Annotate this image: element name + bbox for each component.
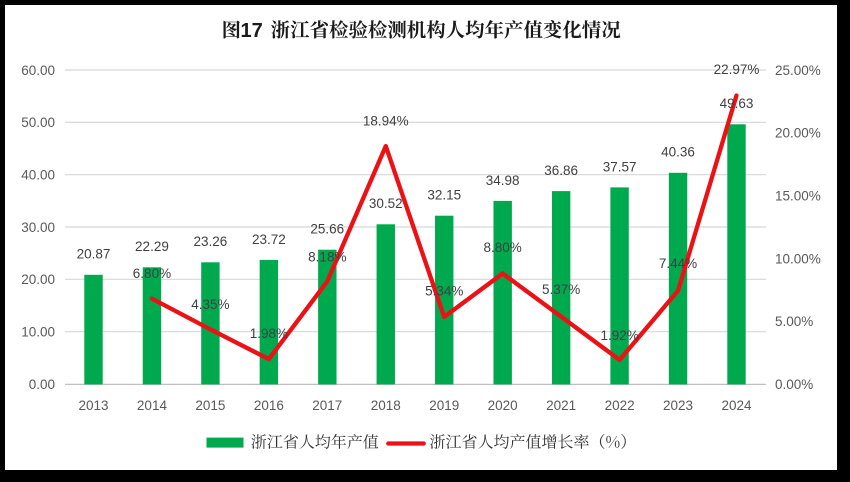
- svg-text:49.63: 49.63: [720, 96, 754, 111]
- svg-text:8.80%: 8.80%: [484, 240, 522, 255]
- svg-text:2024: 2024: [721, 398, 752, 413]
- svg-text:25.66: 25.66: [310, 222, 344, 237]
- svg-text:2020: 2020: [488, 398, 518, 413]
- svg-text:2014: 2014: [137, 398, 168, 413]
- svg-text:2015: 2015: [195, 398, 225, 413]
- svg-text:15.00%: 15.00%: [775, 189, 821, 204]
- svg-text:34.98: 34.98: [486, 173, 520, 188]
- svg-text:40.36: 40.36: [661, 145, 695, 160]
- svg-text:0.00%: 0.00%: [775, 377, 813, 392]
- svg-text:0.00: 0.00: [29, 377, 55, 392]
- svg-text:22.97%: 22.97%: [714, 62, 760, 77]
- svg-text:2023: 2023: [663, 398, 693, 413]
- svg-text:32.15: 32.15: [427, 188, 461, 203]
- svg-text:5.34%: 5.34%: [425, 284, 463, 299]
- svg-text:10.00: 10.00: [21, 325, 55, 340]
- svg-text:23.72: 23.72: [252, 232, 286, 247]
- svg-text:2018: 2018: [371, 398, 401, 413]
- svg-text:60.00: 60.00: [21, 63, 55, 78]
- svg-text:1.98%: 1.98%: [250, 326, 288, 341]
- svg-text:2016: 2016: [254, 398, 284, 413]
- svg-text:20.87: 20.87: [77, 247, 111, 262]
- svg-text:6.80%: 6.80%: [133, 266, 171, 281]
- svg-text:22.29: 22.29: [135, 239, 169, 254]
- svg-text:20.00: 20.00: [21, 272, 55, 287]
- svg-text:7.44%: 7.44%: [659, 256, 697, 271]
- svg-text:5.37%: 5.37%: [542, 282, 580, 297]
- svg-text:2013: 2013: [78, 398, 108, 413]
- svg-text:2019: 2019: [429, 398, 459, 413]
- svg-text:18.94%: 18.94%: [363, 113, 409, 128]
- svg-text:20.00%: 20.00%: [775, 126, 821, 141]
- svg-text:30.52: 30.52: [369, 196, 403, 211]
- svg-text:40.00: 40.00: [21, 168, 55, 183]
- svg-text:2017: 2017: [312, 398, 342, 413]
- svg-text:50.00: 50.00: [21, 115, 55, 130]
- svg-text:5.00%: 5.00%: [775, 314, 813, 329]
- svg-text:36.86: 36.86: [544, 163, 578, 178]
- svg-text:4.35%: 4.35%: [191, 297, 229, 312]
- svg-text:37.57: 37.57: [603, 159, 637, 174]
- svg-text:8.18%: 8.18%: [308, 250, 346, 265]
- svg-text:25.00%: 25.00%: [775, 63, 821, 78]
- svg-text:10.00%: 10.00%: [775, 251, 821, 266]
- svg-text:2021: 2021: [546, 398, 576, 413]
- svg-text:1.92%: 1.92%: [600, 328, 638, 343]
- svg-text:2022: 2022: [605, 398, 635, 413]
- svg-text:23.26: 23.26: [194, 234, 228, 249]
- svg-text:17: 17: [241, 20, 263, 42]
- svg-text:30.00: 30.00: [21, 220, 55, 235]
